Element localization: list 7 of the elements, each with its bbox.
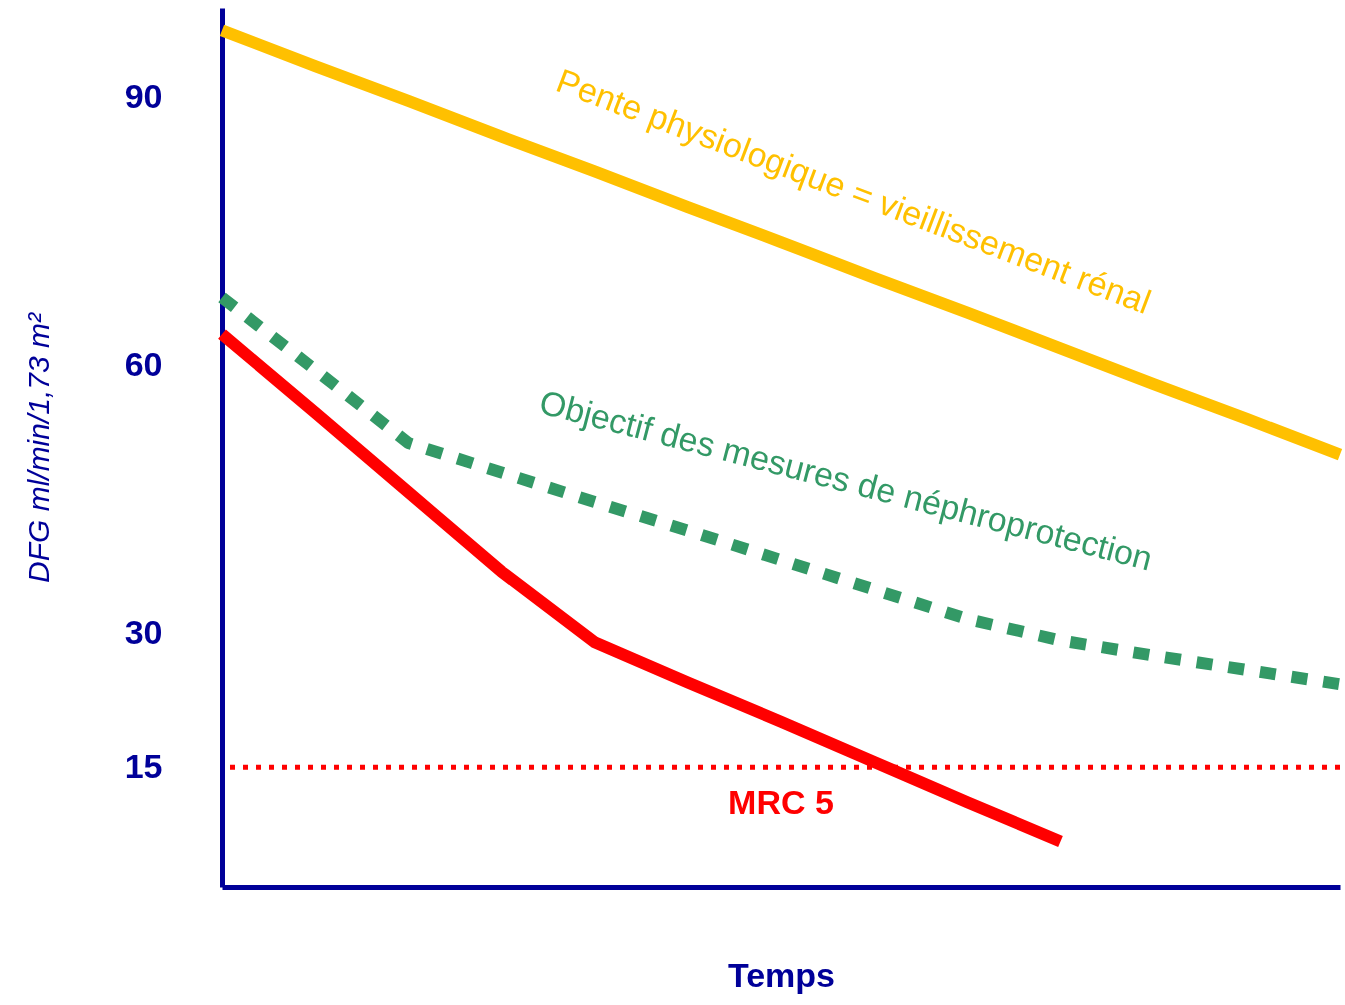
- y-tick-label: 30: [124, 612, 163, 651]
- y-tick-label: 15: [124, 746, 163, 785]
- x-axis-title: Temps: [727, 955, 836, 994]
- y-axis-title: DFG ml/min/1,73 m²: [21, 311, 55, 584]
- ref-line-label: MRC 5: [728, 783, 834, 822]
- y-tick-label: 60: [124, 344, 163, 383]
- y-tick-label: 90: [124, 76, 163, 115]
